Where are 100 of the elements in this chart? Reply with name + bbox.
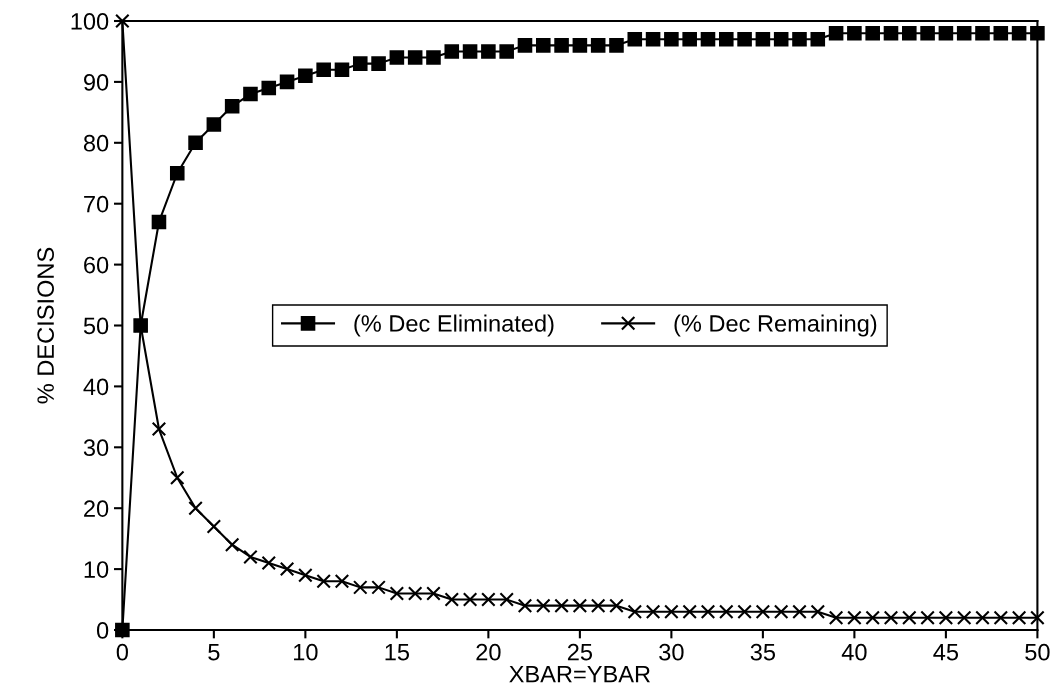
x-tick-label: 10: [294, 643, 318, 661]
point: [535, 598, 551, 613]
point: [389, 586, 405, 601]
x-tick-label: 40: [841, 643, 867, 661]
x-tick-label: 30: [659, 643, 684, 661]
x-tick-label: 5: [208, 644, 220, 661]
point: [737, 604, 752, 620]
x-tick-label: 45: [933, 644, 959, 661]
x-tick-label: 15: [385, 644, 410, 661]
y-tick-label: 40: [83, 378, 109, 396]
point: [700, 604, 716, 620]
point: [975, 25, 990, 41]
point: [956, 25, 972, 41]
point: [462, 44, 478, 59]
point: [517, 598, 533, 613]
point: [407, 50, 423, 65]
point: [865, 610, 880, 626]
point: [261, 555, 277, 571]
point: [243, 86, 258, 102]
point: [645, 604, 661, 620]
point: [682, 31, 697, 47]
point: [371, 580, 386, 595]
point: [847, 610, 862, 626]
point: [298, 567, 313, 583]
x-tick-label: 25: [567, 643, 593, 661]
x-tick-label: 20: [476, 643, 501, 661]
x-tick-label: 50: [1025, 643, 1050, 661]
point: [334, 62, 350, 78]
point: [1011, 610, 1027, 626]
point: [828, 25, 844, 41]
y-tick-label: 60: [84, 256, 109, 274]
point: [902, 610, 917, 626]
point: [389, 50, 405, 65]
point: [261, 80, 277, 96]
point: [316, 573, 331, 589]
point: [371, 56, 386, 71]
point: [224, 537, 240, 553]
point: [590, 598, 606, 613]
point: [151, 214, 167, 230]
point: [810, 31, 826, 47]
y-tick-label: 100: [71, 13, 109, 30]
point: [773, 604, 789, 620]
point: [224, 98, 240, 114]
point: [169, 470, 185, 486]
x-axis-title: XBAR=YBAR: [509, 666, 650, 683]
point: [298, 68, 313, 84]
point: [828, 610, 844, 626]
point: [700, 31, 716, 47]
point: [444, 44, 460, 59]
point: [755, 31, 771, 47]
point: [645, 31, 661, 47]
point: [737, 31, 752, 47]
legend-label: (% Dec Eliminated): [354, 314, 554, 337]
point: [279, 74, 295, 90]
point: [773, 31, 789, 47]
point: [352, 580, 368, 595]
point: [462, 592, 478, 607]
point: [1011, 25, 1027, 41]
point: [719, 604, 734, 620]
y-axis-title: % DECISIONS: [37, 247, 54, 404]
point: [920, 25, 935, 41]
point: [279, 561, 295, 577]
y-tick-label: 0: [96, 622, 109, 639]
point: [481, 592, 496, 607]
point: [938, 610, 954, 626]
legend-label: (% Dec Remaining): [674, 314, 877, 337]
y-tick-label: 50: [83, 317, 109, 335]
point: [188, 135, 203, 151]
point: [865, 25, 880, 41]
point: [499, 44, 514, 59]
point: [334, 573, 350, 589]
y-tick-label: 80: [83, 134, 109, 152]
point: [719, 31, 734, 47]
point: [792, 604, 807, 620]
point: [938, 25, 954, 41]
x-tick-label: 35: [750, 643, 776, 661]
y-tick-label: 30: [83, 439, 109, 457]
point: [535, 38, 551, 53]
point: [188, 500, 203, 516]
point: [993, 610, 1009, 626]
point: [810, 604, 826, 620]
point: [682, 604, 697, 620]
point: [883, 610, 899, 626]
point: [316, 62, 331, 78]
point: [993, 25, 1009, 41]
y-tick-label: 20: [84, 500, 109, 517]
point: [499, 592, 514, 607]
point: [792, 31, 807, 47]
point: [920, 610, 935, 626]
point: [847, 25, 862, 41]
point: [169, 165, 185, 181]
point: [664, 31, 679, 47]
point: [481, 44, 496, 59]
point: [883, 25, 899, 41]
point: [243, 549, 258, 565]
point: [755, 604, 771, 620]
point: [352, 56, 368, 71]
point: [627, 31, 643, 47]
point: [554, 598, 569, 613]
point: [975, 610, 990, 626]
